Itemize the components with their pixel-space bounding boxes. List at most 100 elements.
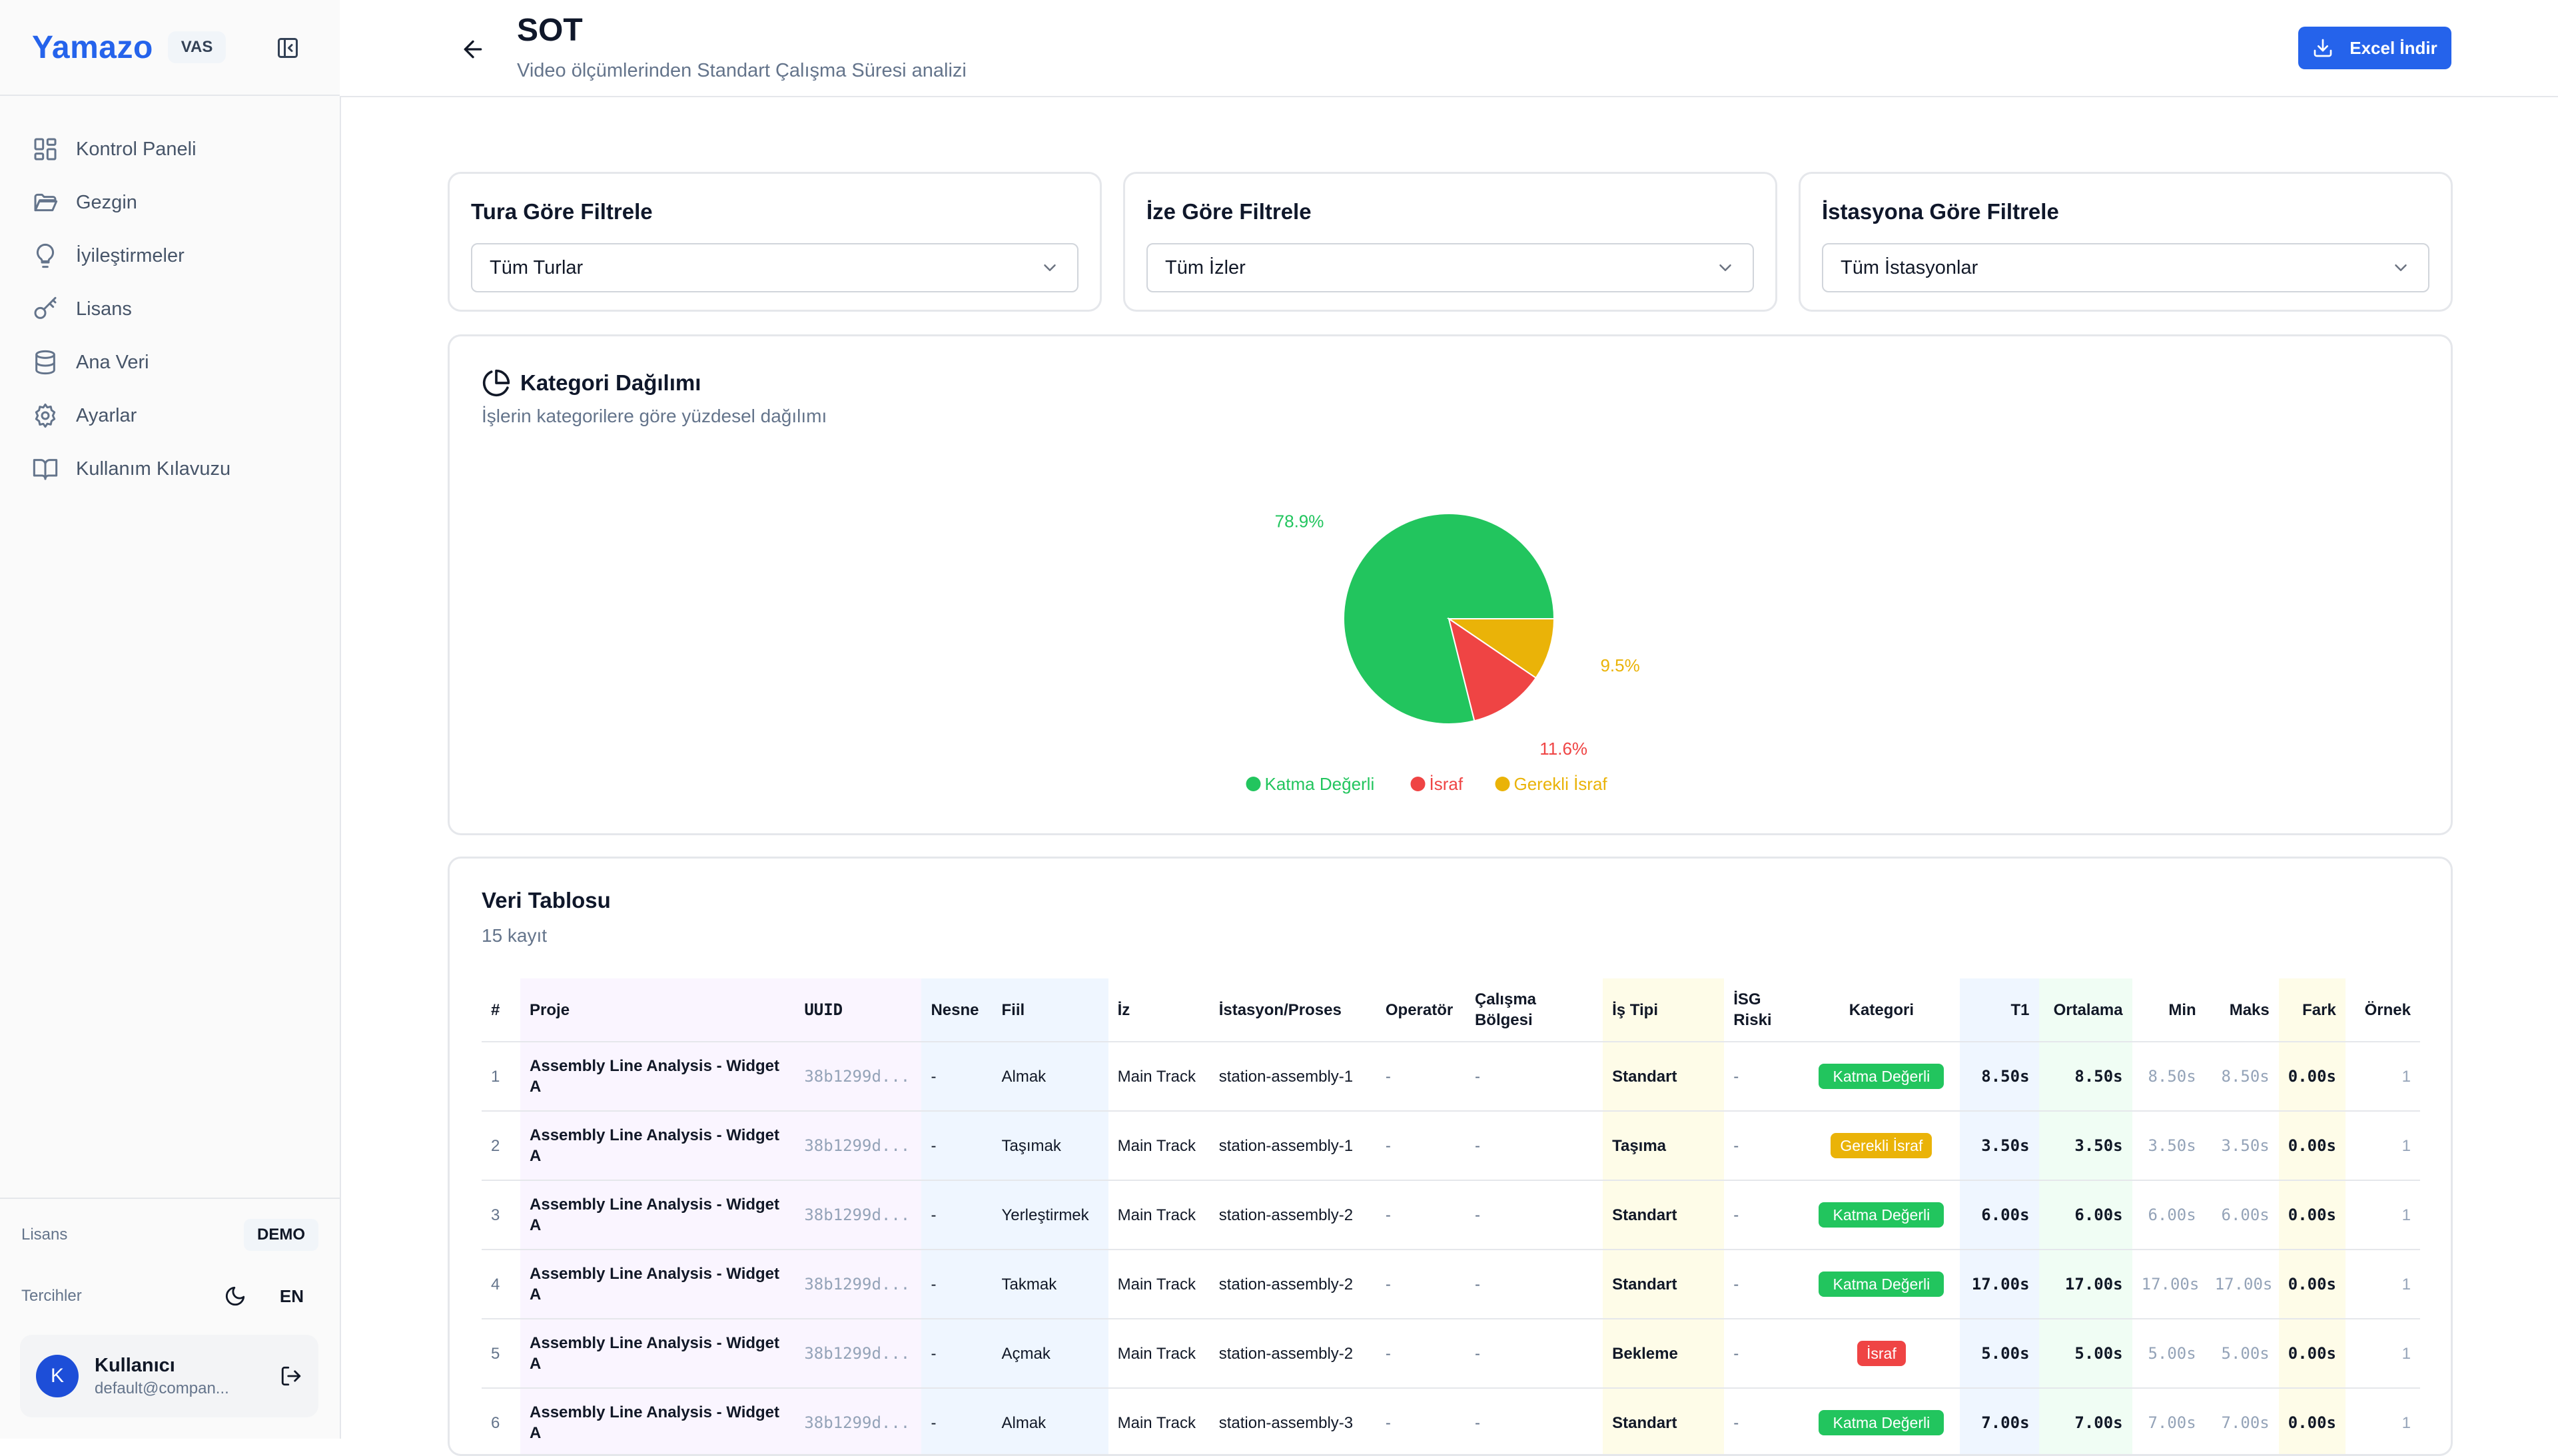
cell-proje: Assembly Line Analysis - Widget A <box>520 1111 795 1181</box>
cell-proje: Assembly Line Analysis - Widget A <box>520 1250 795 1319</box>
sidebar-item-label: Lisans <box>76 298 132 320</box>
cell-istasyon: station-assembly-1 <box>1209 1111 1376 1181</box>
tur-select-value: Tüm Turlar <box>490 256 584 278</box>
col-header-ortalama[interactable]: Ortalama <box>2038 978 2132 1042</box>
istasyon-select-value: Tüm İstasyonlar <box>1841 256 1978 278</box>
cell-istasyon: station-assembly-1 <box>1209 1042 1376 1112</box>
istasyon-select[interactable]: Tüm İstasyonlar <box>1822 243 2429 292</box>
cell-isg: - <box>1724 1388 1803 1454</box>
brand-tag: VAS <box>167 31 226 63</box>
sidebar-item-ayarlar[interactable]: Ayarlar <box>0 389 340 442</box>
col-header-isg[interactable]: İSG Riski <box>1724 978 1803 1042</box>
table-header-row: # Proje UUID Nesne Fiil İz İstasyon/Pros… <box>482 978 2420 1042</box>
cell-maks: 17.00s <box>2205 1250 2279 1319</box>
legend-item[interactable]: Katma Değerli <box>1265 774 1375 794</box>
iz-select[interactable]: Tüm İzler <box>1146 243 1754 292</box>
cell-min: 3.50s <box>2132 1111 2206 1181</box>
table-row[interactable]: 6 Assembly Line Analysis - Widget A 38b129… <box>482 1388 2420 1454</box>
chart-title: Kategori Dağılımı <box>482 368 701 398</box>
sidebar-nav: Kontrol Paneli Gezgin İyileştirmeler Lis… <box>0 96 340 496</box>
cell-kategori: Katma Değerli <box>1803 1180 1960 1250</box>
cell-is-tipi: Bekleme <box>1603 1319 1725 1389</box>
col-header-bolge[interactable]: Çalışma Bölgesi <box>1465 978 1603 1042</box>
cell-maks: 3.50s <box>2205 1111 2279 1181</box>
brand-logo[interactable]: Yamazo <box>32 29 153 65</box>
sidebar-item-kullanim-kilavuzu[interactable]: Kullanım Kılavuzu <box>0 442 340 496</box>
cell-t1: 3.50s <box>1960 1111 2039 1181</box>
cell-fiil: Almak <box>992 1042 1108 1112</box>
table-row[interactable]: 3 Assembly Line Analysis - Widget A 38b129… <box>482 1180 2420 1250</box>
table-row[interactable]: 4 Assembly Line Analysis - Widget A 38b129… <box>482 1250 2420 1319</box>
row-index: 4 <box>482 1250 521 1319</box>
excel-download-button[interactable]: Excel İndir <box>2298 27 2451 69</box>
col-header-ornek[interactable]: Örnek <box>2345 978 2420 1042</box>
license-row: Lisans DEMO <box>21 1218 318 1252</box>
license-label: Lisans <box>21 1226 68 1244</box>
cell-is-tipi: Standart <box>1603 1180 1725 1250</box>
col-header-iz[interactable]: İz <box>1108 978 1210 1042</box>
cell-isg: - <box>1724 1250 1803 1319</box>
sidebar-item-gezgin[interactable]: Gezgin <box>0 176 340 229</box>
pie-slice-israf[interactable] <box>1448 617 1537 722</box>
cell-min: 17.00s <box>2132 1250 2206 1319</box>
cell-uuid: 38b1299d... <box>795 1180 922 1250</box>
table-row[interactable]: 2 Assembly Line Analysis - Widget A 38b129… <box>482 1111 2420 1181</box>
back-arrow-icon[interactable] <box>460 36 486 63</box>
category-badge: Katma Değerli <box>1819 1272 1944 1297</box>
cell-ornek: 1 <box>2345 1111 2420 1181</box>
sidebar-item-lisans[interactable]: Lisans <box>0 282 340 336</box>
table-row[interactable]: 1 Assembly Line Analysis - Widget A 38b129… <box>482 1042 2420 1112</box>
col-header-is-tipi[interactable]: İş Tipi <box>1603 978 1725 1042</box>
legend-item[interactable]: Gerekli İsraf <box>1514 774 1608 794</box>
table-row[interactable]: 5 Assembly Line Analysis - Widget A 38b129… <box>482 1319 2420 1389</box>
cell-proje: Assembly Line Analysis - Widget A <box>520 1042 795 1112</box>
cell-min: 6.00s <box>2132 1180 2206 1250</box>
col-header-nesne[interactable]: Nesne <box>921 978 993 1042</box>
cell-nesne: - <box>921 1042 993 1112</box>
moon-icon[interactable] <box>224 1285 246 1307</box>
col-header-min[interactable]: Min <box>2132 978 2206 1042</box>
sidebar-item-iyilestirmeler[interactable]: İyileştirmeler <box>0 229 340 282</box>
pie-slice-gerekli-israf[interactable] <box>1446 618 1555 679</box>
cell-bolge: - <box>1465 1180 1603 1250</box>
col-header-fark[interactable]: Fark <box>2278 978 2345 1042</box>
sidebar-toggle-icon[interactable] <box>276 36 300 60</box>
col-header-uuid[interactable]: UUID <box>795 978 922 1042</box>
col-header-istasyon[interactable]: İstasyon/Proses <box>1209 978 1376 1042</box>
sidebar-item-kontrol-paneli[interactable]: Kontrol Paneli <box>0 123 340 176</box>
col-header-t1[interactable]: T1 <box>1960 978 2039 1042</box>
logout-icon[interactable] <box>280 1365 302 1387</box>
col-header-proje[interactable]: Proje <box>520 978 795 1042</box>
cell-bolge: - <box>1465 1042 1603 1112</box>
col-header-fiil[interactable]: Fiil <box>992 978 1108 1042</box>
cell-min: 7.00s <box>2132 1388 2206 1454</box>
cell-ortalama: 3.50s <box>2038 1111 2132 1181</box>
row-index: 6 <box>482 1388 521 1454</box>
col-header-maks[interactable]: Maks <box>2205 978 2279 1042</box>
chevron-down-icon <box>1719 264 1731 271</box>
category-chart-card: 78.9% 9.5% 11.6% Katma Değerli İsraf Gerekli … <box>448 334 2453 835</box>
col-header-kategori[interactable]: Kategori <box>1803 978 1960 1042</box>
filter-tur-card: Tura Göre Filtrele Tüm Turlar <box>448 172 1102 312</box>
sidebar-item-label: İyileştirmeler <box>76 244 185 266</box>
cell-iz: Main Track <box>1108 1180 1210 1250</box>
tur-select[interactable]: Tüm Turlar <box>471 243 1078 292</box>
cell-uuid: 38b1299d... <box>795 1042 922 1112</box>
data-table-card: Veri Tablosu 15 kayıt # Proje UUID Nesne… <box>448 857 2453 1456</box>
cell-istasyon: station-assembly-2 <box>1209 1180 1376 1250</box>
col-header-operator[interactable]: Operatör <box>1376 978 1466 1042</box>
sidebar-item-ana-veri[interactable]: Ana Veri <box>0 336 340 389</box>
chart-subtitle: İşlerin kategorilere göre yüzdesel dağıl… <box>482 406 827 426</box>
sidebar: Yamazo VAS Kontrol Paneli Gezgin İyileşt… <box>0 0 341 1439</box>
table-title: Veri Tablosu <box>482 888 611 912</box>
sidebar-item-label: Ayarlar <box>76 404 137 426</box>
user-card[interactable]: K Kullanıcı default@compan... <box>20 1335 318 1417</box>
legend-item[interactable]: İsraf <box>1430 774 1464 794</box>
filter-title: İstasyona Göre Filtrele <box>1822 199 2059 224</box>
cell-bolge: - <box>1465 1250 1603 1319</box>
cell-min: 5.00s <box>2132 1319 2206 1389</box>
cell-uuid: 38b1299d... <box>795 1319 922 1389</box>
cell-kategori: Katma Değerli <box>1803 1250 1960 1319</box>
language-toggle[interactable]: EN <box>279 1285 304 1306</box>
cell-kategori: Katma Değerli <box>1803 1042 1960 1112</box>
